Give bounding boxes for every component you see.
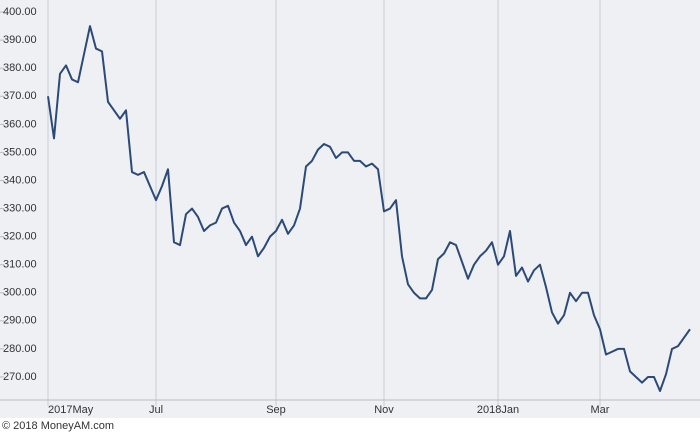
y-tick-label: 300.00 [3,287,37,299]
y-tick-label: 400.00 [3,6,37,18]
x-tick-label: Jul [149,404,163,416]
y-tick-label: 350.00 [3,146,37,158]
y-tick-label: 290.00 [3,315,37,327]
y-tick-label: 280.00 [3,343,37,355]
y-tick-label: 330.00 [3,202,37,214]
y-tick-label: 270.00 [3,371,37,383]
x-tick-label: Nov [374,404,394,416]
y-tick-label: 370.00 [3,90,37,102]
plot-background [0,0,700,418]
price-line [47,25,691,393]
x-tick-label: Mar [591,404,610,416]
y-tick-label: 310.00 [3,259,37,271]
x-tick-label: 2017May [48,404,94,416]
footer: © 2018 MoneyAM.com [2,420,114,432]
y-tick-label: 380.00 [3,62,37,74]
y-tick-label: 390.00 [3,34,37,46]
y-tick-label: 360.00 [3,118,37,130]
x-tick-label: 2018Jan [477,404,519,416]
y-tick-label: 340.00 [3,174,37,186]
y-tick-label: 320.00 [3,231,37,243]
x-tick-label: Sep [266,404,286,416]
